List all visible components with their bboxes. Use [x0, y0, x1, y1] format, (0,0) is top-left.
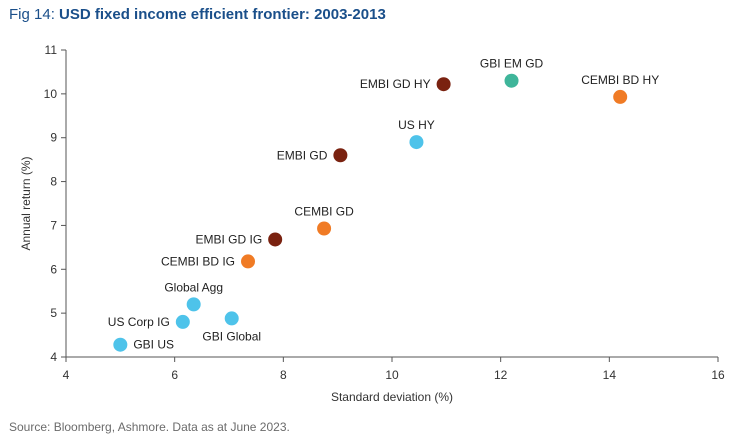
data-label: EMBI GD: [277, 148, 328, 162]
data-label: CEMBI GD: [294, 204, 354, 218]
y-tick-label: 5: [50, 306, 57, 320]
y-tick-label: 11: [45, 43, 58, 57]
data-point: [333, 148, 348, 163]
data-point: [409, 135, 424, 150]
x-tick-label: 4: [63, 368, 70, 382]
data-label: GBI EM GD: [480, 57, 544, 71]
data-point: [436, 77, 451, 92]
x-tick-label: 16: [711, 368, 725, 382]
data-label: GBI US: [133, 338, 174, 352]
data-label: CEMBI BD HY: [581, 73, 659, 87]
data-label: US Corp IG: [108, 315, 170, 329]
x-axis-label: Standard deviation (%): [331, 390, 453, 404]
figure-number: Fig 14:: [9, 6, 55, 23]
data-point: [224, 311, 239, 326]
y-tick-label: 8: [50, 175, 57, 189]
x-tick-label: 10: [385, 368, 399, 382]
data-label: Global Agg: [164, 280, 223, 294]
data-point: [113, 337, 128, 352]
y-tick-label: 9: [50, 131, 57, 145]
y-tick-label: 7: [50, 218, 57, 232]
data-label: EMBI GD HY: [360, 77, 431, 91]
data-point: [504, 73, 519, 88]
data-point: [613, 89, 628, 104]
x-tick-label: 12: [494, 368, 508, 382]
data-label: CEMBI BD IG: [161, 254, 235, 268]
data-label: EMBI GD IG: [195, 232, 262, 246]
data-label: US HY: [398, 118, 435, 132]
scatter-chart: 4 5 6 7 8 9 10 11 4 6 8 10 12 14 16 Standard deviation …: [19, 43, 725, 404]
chart-title: Fig 14: USD fixed income efficient front…: [9, 6, 386, 23]
source-note: Source: Bloomberg, Ashmore. Data as at J…: [9, 420, 290, 434]
data-point: [317, 221, 332, 236]
y-tick-label: 4: [50, 350, 57, 364]
x-tick-label: 14: [603, 368, 617, 382]
data-point: [175, 314, 190, 329]
y-tick-label: 6: [50, 262, 57, 276]
y-axis-label: Annual return (%): [19, 156, 33, 250]
x-tick-label: 6: [171, 368, 178, 382]
data-label: GBI Global: [202, 329, 261, 343]
data-point: [268, 232, 283, 247]
y-tick-label: 10: [44, 87, 58, 101]
figure-title: USD fixed income efficient frontier: 200…: [59, 6, 386, 23]
data-point: [241, 254, 256, 269]
x-tick-label: 8: [280, 368, 287, 382]
data-point: [186, 297, 201, 312]
